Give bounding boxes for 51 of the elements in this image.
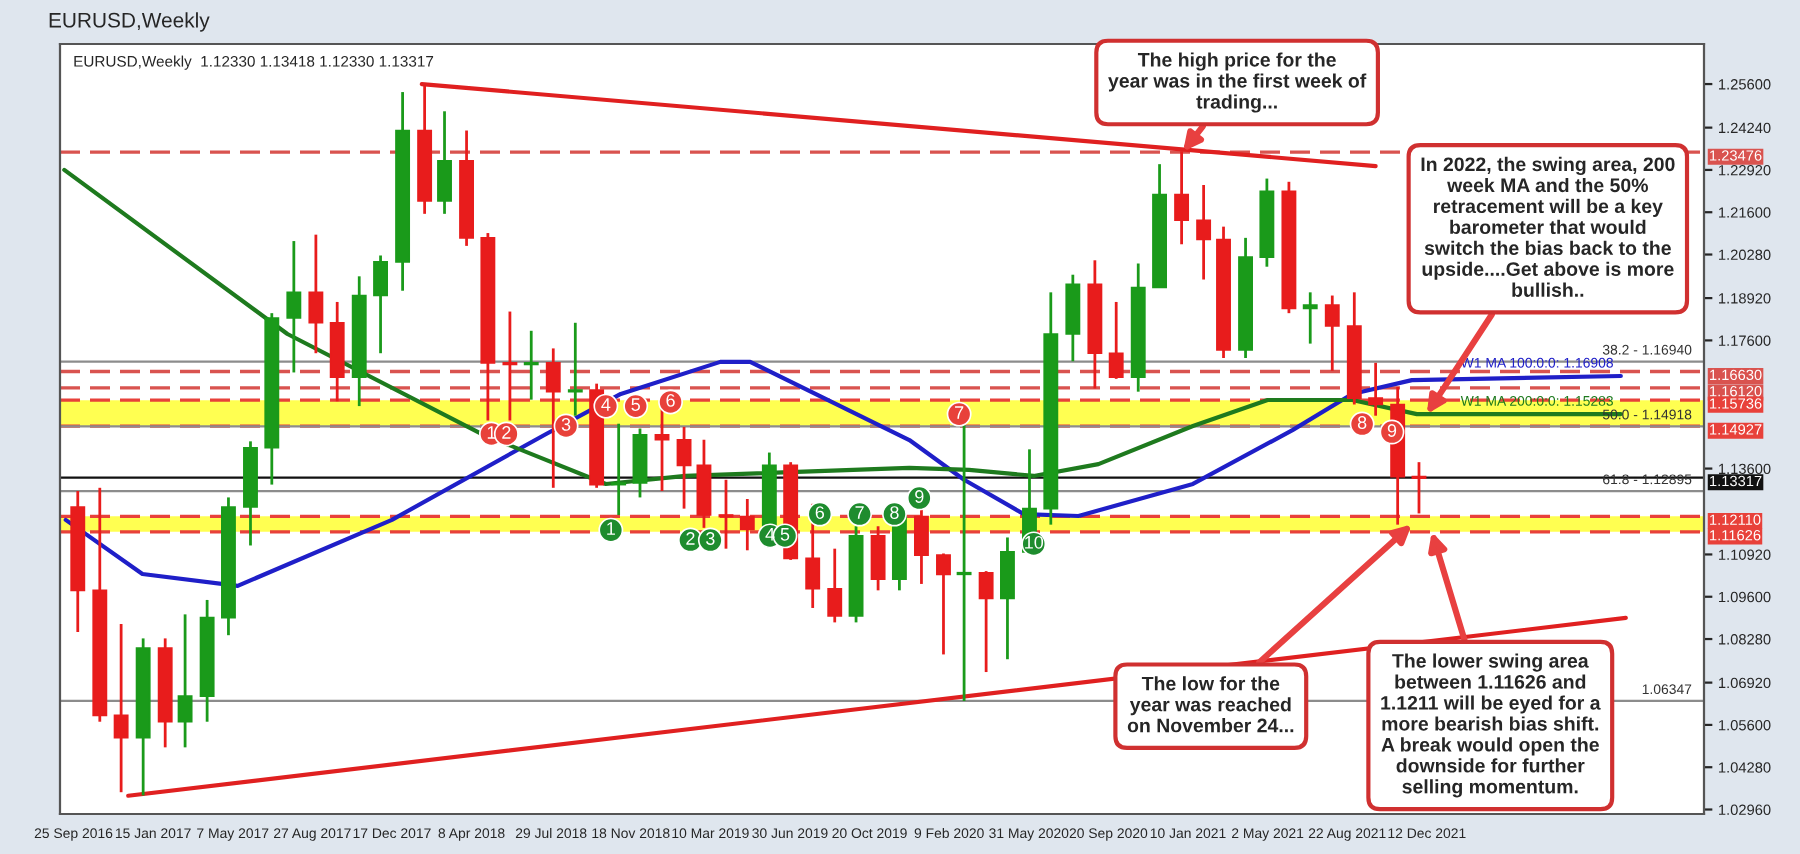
- candlestick: [545, 347, 561, 490]
- candlestick: [805, 502, 821, 610]
- candlestick: [502, 310, 518, 422]
- candlestick: [1000, 536, 1015, 661]
- annotation: 6: [815, 506, 825, 519]
- annotation: 1: [487, 426, 496, 439]
- candlestick: [718, 478, 734, 551]
- annotation: 3: [561, 418, 571, 431]
- candlestick: [1411, 460, 1427, 515]
- annotation: 8: [1357, 416, 1367, 429]
- annotation: 7: [855, 506, 864, 519]
- annotation: 4: [601, 398, 611, 411]
- candlestick: [914, 505, 929, 586]
- candlestick: [956, 423, 972, 703]
- candlestick: [308, 233, 324, 355]
- candlestick: [739, 497, 755, 552]
- candlestick: [676, 425, 692, 511]
- candlestick: [827, 547, 843, 624]
- candlestick: [113, 622, 129, 794]
- candlestick: [1324, 294, 1340, 373]
- candlestick: [1196, 183, 1212, 281]
- candlestick: [1368, 361, 1384, 418]
- candlestick: [870, 524, 886, 592]
- annotation: 1: [607, 522, 615, 535]
- candlestick: [523, 329, 539, 402]
- annotation: 5: [780, 528, 790, 541]
- candlestick: [437, 109, 452, 216]
- candlestick: [1108, 300, 1124, 381]
- annotation: 3: [706, 532, 715, 545]
- annotation: 2: [502, 426, 511, 439]
- annotation: 7: [955, 406, 964, 419]
- candlestick: [978, 569, 994, 674]
- annotation: In 2022, the swing area, 200 week MA and the 50% retracement will be a key barometer that would switch the bias back to the upside....Get above is more bullish..: [1421, 156, 1675, 297]
- annotation: 2: [686, 532, 695, 545]
- candlestick: [177, 612, 193, 749]
- annotation: 5: [631, 398, 640, 411]
- candlestick: [567, 321, 583, 418]
- candlestick: [936, 552, 951, 656]
- candlestick: [1302, 290, 1318, 345]
- candlestick: [611, 422, 627, 517]
- annotation: 8: [890, 506, 899, 519]
- annotation: 10: [1025, 535, 1044, 549]
- candlestick: [286, 239, 302, 374]
- annotation: 9: [915, 490, 924, 503]
- chart-title: EURUSD,Weekly: [49, 12, 210, 32]
- candlestick: [373, 254, 389, 355]
- annotation: The high price for the year was in the first week of trading...: [1108, 52, 1367, 113]
- annotation: The low for the year was reached on November 24...: [1127, 676, 1294, 733]
- annotation: The lower swing area between 1.11626 and 1.1211 will be eyed for a more bearish bias shift. A break would open the downside for further selling momentum.: [1381, 653, 1601, 798]
- annotation: 9: [1387, 424, 1397, 437]
- annotation: 6: [666, 393, 675, 407]
